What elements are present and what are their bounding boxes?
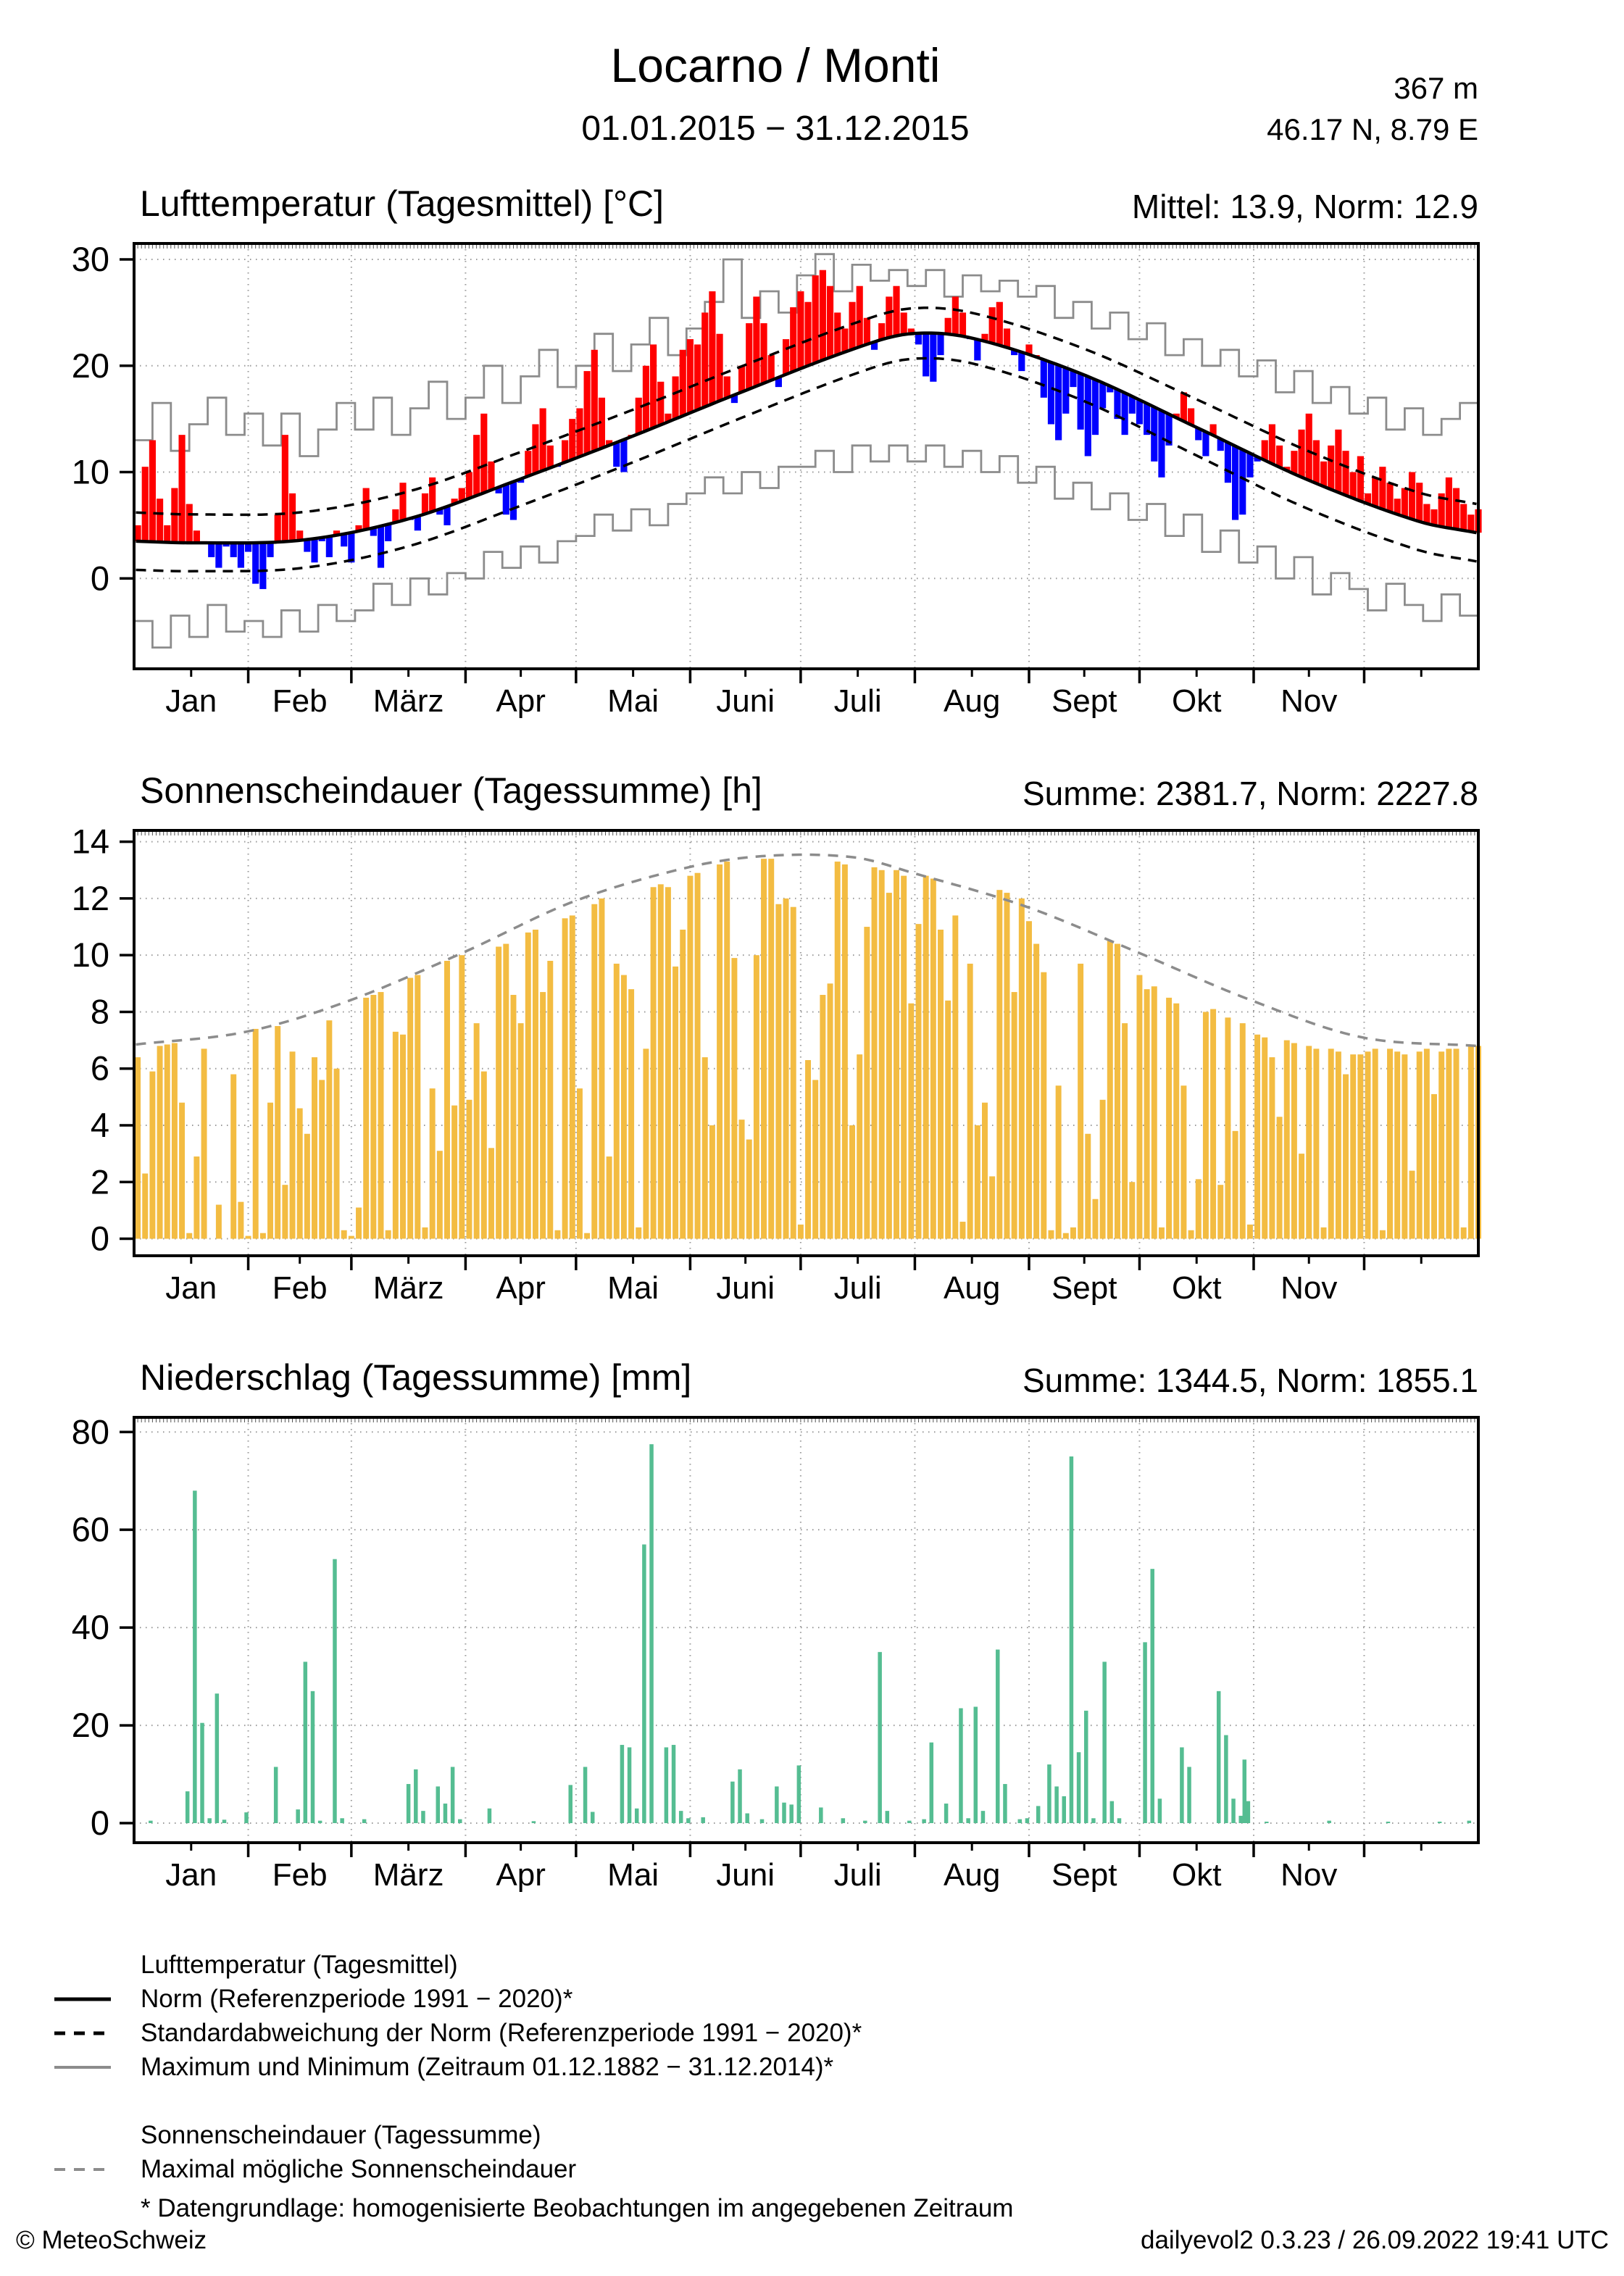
temperature-chart: 0 10 20 30 Jan Feb März Apr Mai Juni Juli Aug Sept Ok… bbox=[72, 240, 1482, 719]
norm-line-icon bbox=[54, 1996, 123, 2003]
svg-text:30: 30 bbox=[72, 240, 109, 278]
temperature-chart-stats: Mittel: 13.9, Norm: 12.9 bbox=[1131, 188, 1478, 225]
svg-text:0: 0 bbox=[91, 1804, 109, 1842]
temperature-chart-title: Lufttemperatur (Tagesmittel) [°C] bbox=[140, 183, 665, 224]
legend-norm-label: Norm (Referenzperiode 1991 − 2020)* bbox=[141, 1984, 573, 2013]
station-altitude: 367 m bbox=[1394, 71, 1478, 105]
svg-text:März: März bbox=[373, 1270, 444, 1306]
svg-text:Jan: Jan bbox=[165, 1270, 217, 1306]
svg-text:Juli: Juli bbox=[834, 683, 882, 719]
svg-text:Okt: Okt bbox=[1172, 683, 1221, 719]
svg-text:Sept: Sept bbox=[1052, 683, 1117, 719]
legend-max-possible-label: Maximal mögliche Sonnenscheindauer bbox=[141, 2154, 577, 2183]
svg-text:6: 6 bbox=[91, 1049, 109, 1088]
svg-text:Nov: Nov bbox=[1281, 1270, 1337, 1306]
data-basis-footnote: * Datengrundlage: homogenisierte Beobach… bbox=[141, 2194, 1014, 2222]
legend-row-temperature-header: Lufttemperatur (Tagesmittel) bbox=[54, 1948, 1431, 1982]
legend-sunshine-header: Sonnenscheindauer (Tagessumme) bbox=[141, 2120, 541, 2149]
svg-text:Feb: Feb bbox=[272, 1270, 328, 1306]
svg-text:Mai: Mai bbox=[607, 683, 659, 719]
page-period: 01.01.2015 − 31.12.2015 bbox=[581, 109, 970, 148]
legend-extremes-label: Maximum und Minimum (Zeitraum 01.12.1882… bbox=[141, 2052, 834, 2081]
legend: Lufttemperatur (Tagesmittel) Norm (Refer… bbox=[54, 1948, 1431, 2186]
sunshine-chart-title: Sonnenscheindauer (Tagessumme) [h] bbox=[140, 770, 762, 811]
precipitation-chart-stats: Summe: 1344.5, Norm: 1855.1 bbox=[1023, 1362, 1478, 1399]
svg-text:Jan: Jan bbox=[165, 1857, 217, 1893]
legend-row-max-possible: Maximal mögliche Sonnenscheindauer bbox=[54, 2152, 1431, 2186]
svg-text:Sept: Sept bbox=[1052, 1270, 1117, 1306]
legend-temperature-header: Lufttemperatur (Tagesmittel) bbox=[141, 1950, 458, 1979]
svg-text:8: 8 bbox=[91, 992, 109, 1030]
svg-text:60: 60 bbox=[72, 1510, 109, 1548]
svg-text:Okt: Okt bbox=[1172, 1270, 1221, 1306]
svg-text:Apr: Apr bbox=[496, 683, 545, 719]
page-title: Locarno / Monti bbox=[610, 38, 941, 92]
std-dashed-line-icon bbox=[54, 2030, 123, 2037]
svg-text:Jan: Jan bbox=[165, 683, 217, 719]
svg-text:4: 4 bbox=[91, 1106, 109, 1144]
svg-text:Okt: Okt bbox=[1172, 1857, 1221, 1893]
record-line-icon bbox=[54, 2064, 123, 2071]
svg-text:Apr: Apr bbox=[496, 1270, 545, 1306]
svg-text:März: März bbox=[373, 1857, 444, 1893]
legend-row-norm: Norm (Referenzperiode 1991 − 2020)* bbox=[54, 1982, 1431, 2016]
max-sunshine-dashed-line-icon bbox=[54, 2166, 123, 2173]
svg-text:0: 0 bbox=[91, 1220, 109, 1258]
svg-text:Juni: Juni bbox=[716, 1270, 775, 1306]
svg-text:Aug: Aug bbox=[944, 1270, 1000, 1306]
svg-text:10: 10 bbox=[72, 935, 109, 974]
legend-row-extremes: Maximum und Minimum (Zeitraum 01.12.1882… bbox=[54, 2050, 1431, 2084]
svg-text:Juli: Juli bbox=[834, 1270, 882, 1306]
copyright: © MeteoSchweiz bbox=[16, 2226, 207, 2254]
svg-text:80: 80 bbox=[72, 1413, 109, 1451]
svg-text:Aug: Aug bbox=[944, 1857, 1000, 1893]
svg-text:März: März bbox=[373, 683, 444, 719]
svg-text:14: 14 bbox=[72, 826, 109, 861]
svg-text:Feb: Feb bbox=[272, 683, 328, 719]
svg-text:Juni: Juni bbox=[716, 1857, 775, 1893]
svg-text:0: 0 bbox=[91, 559, 109, 597]
svg-text:Nov: Nov bbox=[1281, 1857, 1337, 1893]
svg-text:2: 2 bbox=[91, 1162, 109, 1201]
station-coordinates: 46.17 N, 8.79 E bbox=[1267, 112, 1478, 146]
sunshine-chart: 0 2 4 6 8 10 12 14 Jan Feb März Apr Mai Juni Juli Aug Se… bbox=[72, 826, 1481, 1306]
svg-text:Mai: Mai bbox=[607, 1857, 659, 1893]
svg-text:Apr: Apr bbox=[496, 1857, 545, 1893]
legend-row-std: Standardabweichung der Norm (Referenzper… bbox=[54, 2016, 1431, 2050]
svg-text:20: 20 bbox=[72, 346, 109, 385]
svg-text:Sept: Sept bbox=[1052, 1857, 1117, 1893]
svg-text:Mai: Mai bbox=[607, 1270, 659, 1306]
precipitation-chart: 0 20 40 60 80 Jan Feb März Apr Mai Juni Juli Aug Sept… bbox=[72, 1413, 1480, 1893]
legend-std-label: Standardabweichung der Norm (Referenzper… bbox=[141, 2018, 862, 2047]
legend-spacer bbox=[54, 2084, 1431, 2118]
svg-text:Feb: Feb bbox=[272, 1857, 328, 1893]
svg-text:Nov: Nov bbox=[1281, 683, 1337, 719]
svg-text:Juli: Juli bbox=[834, 1857, 882, 1893]
precipitation-chart-title: Niederschlag (Tagessumme) [mm] bbox=[140, 1357, 692, 1398]
svg-text:Aug: Aug bbox=[944, 683, 1000, 719]
svg-text:40: 40 bbox=[72, 1608, 109, 1646]
svg-text:12: 12 bbox=[72, 879, 109, 917]
generator-version: dailyevol2 0.3.23 / 26.09.2022 19:41 UTC bbox=[1141, 2226, 1609, 2254]
sunshine-chart-stats: Summe: 2381.7, Norm: 2227.8 bbox=[1023, 775, 1478, 812]
svg-text:Juni: Juni bbox=[716, 683, 775, 719]
svg-text:20: 20 bbox=[72, 1706, 109, 1744]
legend-row-sunshine-header: Sonnenscheindauer (Tagessumme) bbox=[54, 2118, 1431, 2152]
svg-text:10: 10 bbox=[72, 453, 109, 491]
